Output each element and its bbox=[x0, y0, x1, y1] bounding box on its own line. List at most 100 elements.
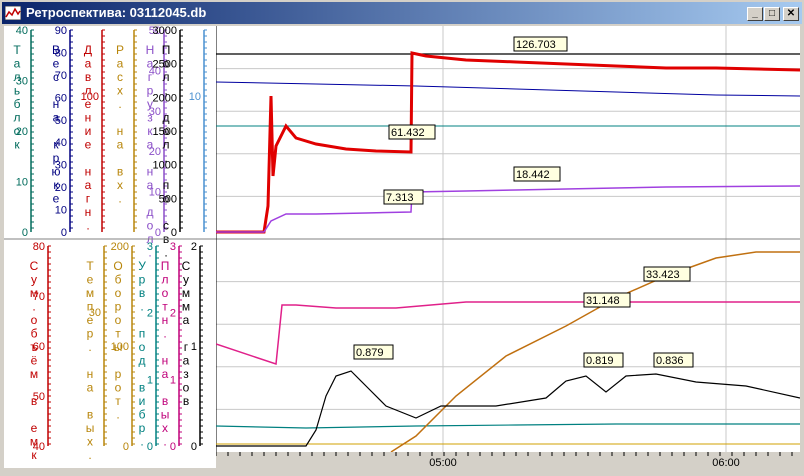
lower-scale-title-char: з bbox=[183, 367, 189, 381]
lower-scale-tick-label: 1 bbox=[191, 341, 197, 353]
upper-scale-tick-label: 1000 bbox=[153, 160, 177, 172]
maximize-button[interactable]: □ bbox=[764, 7, 780, 21]
app-icon bbox=[5, 6, 21, 20]
upper-scale-tick-label: 0 bbox=[61, 227, 67, 239]
lower-scale-title-char: т bbox=[115, 327, 121, 341]
upper-scale-title-char: . bbox=[118, 97, 121, 111]
close-button[interactable]: ✕ bbox=[783, 7, 799, 21]
lower-scale-title-char: о bbox=[31, 313, 38, 327]
lower-scale-tick-label: 1 bbox=[170, 374, 176, 386]
upper-scale-title-char: е bbox=[85, 138, 92, 152]
upper-scale-title-char: о bbox=[163, 192, 170, 206]
lower-scale-title-char: е bbox=[87, 273, 94, 287]
trace-magenta bbox=[216, 301, 800, 366]
upper-scale-tick-label: 80 bbox=[55, 47, 67, 59]
time-axis-band bbox=[216, 452, 800, 468]
lower-scale-title-char: п bbox=[87, 300, 94, 314]
upper-scale-tick-label: 0 bbox=[171, 227, 177, 239]
trace-red bbox=[216, 51, 800, 234]
upper-value-label-box bbox=[383, 189, 424, 205]
upper-scale-title-char: с bbox=[53, 70, 59, 84]
lower-value-label: 0.819 bbox=[586, 355, 614, 367]
window-title: Ретроспектива: 03112045.db bbox=[26, 5, 207, 20]
upper-scale-title-char: п bbox=[163, 178, 170, 192]
lower-scale-title-char: л bbox=[161, 273, 168, 287]
upper-scale-title-char: з bbox=[147, 111, 153, 125]
lower-scale-title-char: м bbox=[30, 367, 38, 381]
lower-scale-tick-label: 100 bbox=[111, 341, 129, 353]
lower-scale-title-char: . bbox=[32, 462, 35, 469]
upper-scale-title-char: н bbox=[85, 165, 92, 179]
upper-value-label: 7.313 bbox=[386, 192, 414, 204]
lower-scale-title-char: у bbox=[183, 273, 189, 287]
upper-scale-title-char: л bbox=[84, 84, 91, 98]
upper-scale-title-char: а bbox=[147, 57, 154, 71]
upper-scale-title-char: Р bbox=[116, 43, 124, 57]
upper-scale-title-char: х bbox=[117, 178, 123, 192]
lower-scale-title-char: в bbox=[139, 381, 145, 395]
lower-value-label: 31.148 bbox=[586, 295, 620, 307]
upper-scale-title-char: л bbox=[13, 111, 20, 125]
lower-scale-title-char: ы bbox=[86, 421, 95, 435]
lower-scale-tick-label: 80 bbox=[33, 241, 45, 253]
lower-scale-title-char: у bbox=[31, 273, 37, 287]
lower-scale-title-char: н bbox=[87, 367, 94, 381]
upper-scale-title-char: г bbox=[148, 70, 153, 84]
lower-scale-title-char: П bbox=[161, 259, 170, 273]
trace-teal bbox=[216, 423, 800, 429]
lower-scale-title-char: б bbox=[31, 327, 38, 341]
upper-scale-title-char: Н bbox=[146, 43, 155, 57]
lower-scale-title-char: У bbox=[138, 259, 146, 273]
upper-scale-tick-label: 10 bbox=[149, 187, 161, 199]
upper-scale-tick-label: 1500 bbox=[153, 126, 177, 138]
minimize-button[interactable]: _ bbox=[747, 7, 763, 21]
plot-panel[interactable]: 126.703 61.432 18.442 7.313 33.423 31.148 0.87… bbox=[216, 26, 800, 468]
upper-scale-tick-label: 0 bbox=[22, 227, 28, 239]
lower-scale-title-char: б bbox=[115, 273, 122, 287]
upper-scale-title-char: д bbox=[162, 111, 169, 125]
upper-scale-tick-label: 40 bbox=[16, 26, 28, 37]
lower-scale-title-char: в bbox=[139, 286, 145, 300]
upper-scale-title-char: д bbox=[146, 205, 153, 219]
upper-scale-title-char: о bbox=[163, 124, 170, 138]
lower-scale-title-char: р bbox=[139, 273, 146, 287]
upper-value-label: 61.432 bbox=[391, 127, 425, 139]
upper-scale-title-char: н bbox=[117, 124, 124, 138]
upper-scale-title-char: л bbox=[162, 70, 169, 84]
lower-scale-title-char: С bbox=[30, 259, 39, 273]
lower-scale-title-char: р bbox=[115, 367, 122, 381]
lower-scale-title-char: ы bbox=[114, 340, 123, 354]
lower-scale-title-char: . bbox=[32, 300, 35, 314]
upper-scale-title-char: и bbox=[85, 124, 92, 138]
upper-scale-tick-label: 10 bbox=[16, 177, 28, 189]
lower-scale-title-char: . bbox=[88, 340, 91, 354]
upper-scale-title-char: а bbox=[117, 57, 124, 71]
lower-scale-title-char: м bbox=[30, 435, 38, 449]
lower-scale-title-char: г bbox=[184, 340, 189, 354]
lower-scale-tick-label: 0 bbox=[191, 441, 197, 453]
upper-scale-title-char: а bbox=[117, 138, 124, 152]
title-bar[interactable]: Ретроспектива: 03112045.db _ □ ✕ bbox=[2, 2, 802, 24]
lower-value-label-box bbox=[353, 344, 394, 360]
lower-scale-title-char: в bbox=[183, 394, 189, 408]
lower-scale-title-char: и bbox=[139, 394, 146, 408]
lower-scale-title-char: ё bbox=[31, 354, 38, 368]
upper-scale-title-char: н bbox=[147, 165, 154, 179]
upper-scale-tick-label: 20 bbox=[16, 126, 28, 138]
upper-scale-title-char: к bbox=[14, 138, 20, 152]
lower-scale-title-char: к bbox=[31, 448, 37, 462]
lower-scale-tick-label: 2 bbox=[170, 308, 176, 320]
lower-scale-title-char: ы bbox=[161, 408, 170, 422]
lower-scale-tick-label: 2 bbox=[191, 241, 197, 253]
upper-scale-title-char: к bbox=[53, 138, 59, 152]
lower-scale-title-char: м bbox=[182, 286, 190, 300]
upper-scale-tick-label: 90 bbox=[55, 26, 67, 37]
lower-scale-title-char: д bbox=[138, 354, 145, 368]
time-axis-label: 05:00 bbox=[429, 457, 457, 468]
upper-scale-title-char: е bbox=[53, 57, 60, 71]
